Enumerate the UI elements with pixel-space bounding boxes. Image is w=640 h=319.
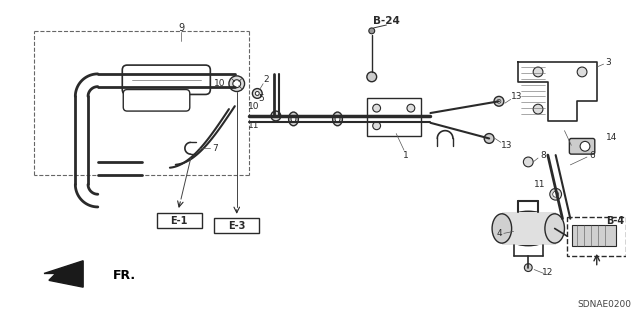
Text: B-24: B-24	[373, 16, 400, 26]
Text: 5: 5	[259, 94, 264, 103]
Circle shape	[271, 111, 281, 121]
Text: 4: 4	[496, 229, 502, 238]
Circle shape	[553, 191, 559, 197]
Circle shape	[494, 96, 504, 106]
Text: 6: 6	[589, 151, 595, 160]
Circle shape	[533, 67, 543, 77]
Text: B-4: B-4	[607, 216, 625, 226]
Text: 3: 3	[605, 58, 611, 67]
Ellipse shape	[381, 112, 391, 126]
Text: 7: 7	[212, 144, 218, 153]
Polygon shape	[44, 261, 83, 287]
Circle shape	[233, 80, 241, 88]
Ellipse shape	[335, 115, 340, 122]
Text: 13: 13	[511, 92, 522, 101]
Ellipse shape	[289, 112, 298, 126]
Circle shape	[550, 188, 561, 200]
Text: 9: 9	[178, 23, 184, 33]
Circle shape	[484, 134, 494, 143]
FancyBboxPatch shape	[157, 213, 202, 228]
FancyBboxPatch shape	[570, 138, 595, 154]
Text: 11: 11	[534, 180, 546, 189]
Circle shape	[252, 89, 262, 98]
Text: 11: 11	[248, 121, 259, 130]
Text: E-1: E-1	[170, 216, 188, 226]
Circle shape	[255, 92, 259, 95]
Circle shape	[533, 104, 543, 114]
Circle shape	[372, 122, 381, 130]
Circle shape	[367, 72, 376, 82]
FancyBboxPatch shape	[122, 65, 211, 94]
Circle shape	[524, 264, 532, 271]
Bar	[502, 212, 556, 245]
Ellipse shape	[492, 214, 511, 243]
Text: 13: 13	[501, 141, 513, 150]
Circle shape	[372, 104, 381, 112]
Bar	[367, 98, 420, 136]
Text: FR.: FR.	[113, 269, 136, 282]
Text: 8: 8	[540, 151, 546, 160]
Bar	[568, 217, 626, 256]
Ellipse shape	[545, 214, 564, 243]
Text: 14: 14	[605, 133, 617, 142]
Circle shape	[407, 104, 415, 112]
Text: SDNAE0200: SDNAE0200	[577, 300, 631, 309]
Text: 10: 10	[214, 79, 225, 88]
Ellipse shape	[384, 115, 389, 122]
Circle shape	[229, 76, 244, 92]
FancyBboxPatch shape	[214, 218, 259, 234]
Text: 12: 12	[542, 268, 554, 277]
Bar	[572, 225, 616, 246]
Ellipse shape	[501, 211, 555, 246]
Circle shape	[577, 67, 587, 77]
Text: 1: 1	[403, 151, 409, 160]
Text: E-3: E-3	[228, 220, 245, 231]
Ellipse shape	[291, 115, 296, 122]
FancyBboxPatch shape	[124, 90, 190, 111]
Text: 10: 10	[248, 102, 259, 111]
Ellipse shape	[333, 112, 342, 126]
Text: 2: 2	[263, 75, 269, 84]
Circle shape	[580, 141, 590, 151]
Circle shape	[497, 99, 501, 103]
Circle shape	[369, 28, 374, 34]
Circle shape	[524, 157, 533, 167]
